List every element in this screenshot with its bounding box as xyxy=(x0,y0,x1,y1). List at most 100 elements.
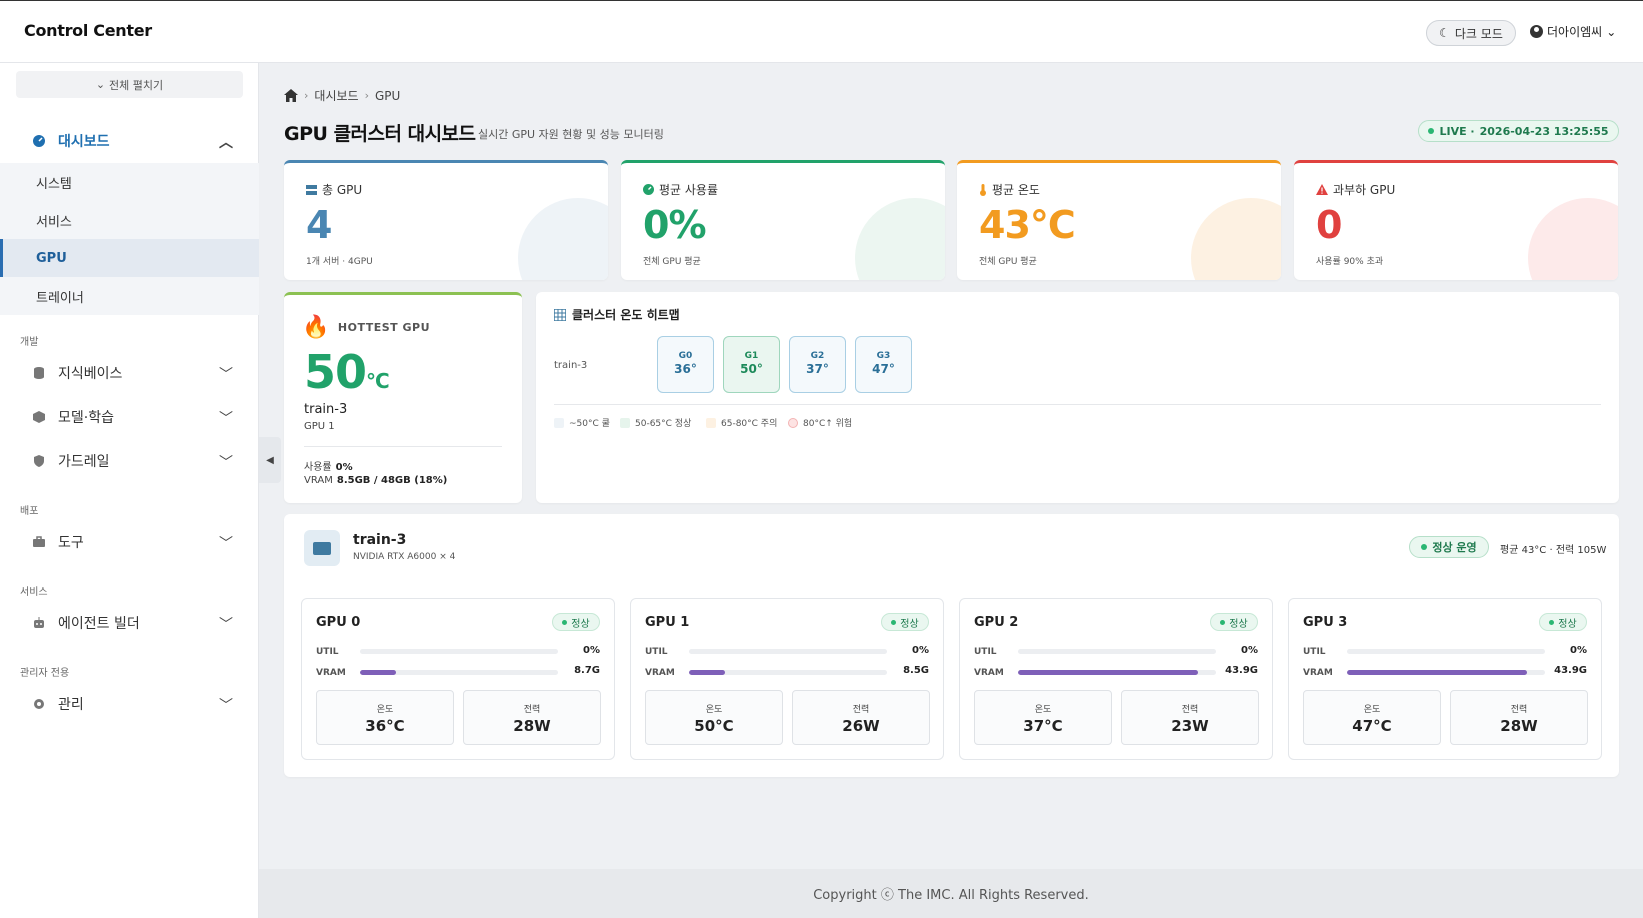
temp-box: 온도 47°C xyxy=(1303,690,1441,745)
power-value: 26W xyxy=(842,717,880,735)
vram-bar-fill xyxy=(689,670,725,675)
user-name: 더아이엠씨 xyxy=(1547,25,1603,39)
vram-bar xyxy=(1018,670,1216,675)
decor-circle xyxy=(518,198,608,280)
util-label: UTIL xyxy=(645,647,668,657)
sidebar-item-trainer[interactable]: 트레이너 xyxy=(36,290,84,306)
shield-icon xyxy=(34,455,44,467)
gpu-card[interactable]: GPU 2 정상 UTIL 0% VRAM 43.9G 온도 37°C 전력 23W xyxy=(959,598,1273,760)
gpu-name: GPU 2 xyxy=(974,615,1019,630)
heatmap-title: 클러스터 온도 히트맵 xyxy=(554,306,680,323)
breadcrumb: › 대시보드 › GPU xyxy=(284,87,400,104)
sidebar-group-agent-builder[interactable]: 에이전트 빌더 ﹀ xyxy=(0,601,259,645)
util-bar xyxy=(360,649,558,654)
gpu-status-badge: 정상 xyxy=(1539,613,1587,631)
vram-value: 8.5G xyxy=(903,665,929,676)
top-bar: Control Center ☾ 다크 모드 더아이엠씨 ⌄ xyxy=(0,0,1643,63)
hottest-temp-unit: °C xyxy=(366,369,390,393)
app-title[interactable]: Control Center xyxy=(24,21,152,40)
gpu-status-text: 정상 xyxy=(1558,618,1577,630)
host-status-badge: 정상 운영 xyxy=(1409,536,1489,558)
stat-label-text: 평균 사용률 xyxy=(659,183,719,197)
sidebar-group-dashboard[interactable]: 대시보드 ︿ xyxy=(0,119,259,163)
legend-item: 80°C↑ 위험 xyxy=(788,416,852,429)
legend-item: 65-80°C 주의 xyxy=(706,416,777,429)
chevron-down-icon: ⌄ xyxy=(1606,24,1617,39)
vram-label: VRAM xyxy=(645,668,675,678)
util-label: 사용률 xyxy=(304,462,332,473)
server-icon xyxy=(306,184,317,195)
heatmap-cell[interactable]: G3 47° xyxy=(855,336,912,393)
chevron-down-icon: ﹀ xyxy=(219,367,233,383)
vram-bar-fill xyxy=(360,670,396,675)
sidebar-item-system[interactable]: 시스템 xyxy=(36,176,72,192)
expand-all-label: 전체 펼치기 xyxy=(109,78,164,92)
chevron-up-icon: ︿ xyxy=(219,135,233,151)
cell-label: G2 xyxy=(810,351,825,361)
temp-value: 47°C xyxy=(1352,717,1392,735)
vram-value: 8.7G xyxy=(574,665,600,676)
expand-all-button[interactable]: ⌄ 전체 펼치기 xyxy=(16,71,243,98)
legend-item: ~50°C 쿨 xyxy=(554,416,610,429)
hottest-title-text: HOTTEST GPU xyxy=(337,321,431,334)
stat-card-overload: 과부하 GPU 0 사용률 90% 초과 xyxy=(1294,160,1618,280)
cell-label: G1 xyxy=(744,351,759,361)
power-box: 전력 26W xyxy=(792,690,930,745)
robot-icon xyxy=(34,617,44,628)
util-label: UTIL xyxy=(1303,647,1326,657)
stat-value: 43°C xyxy=(979,203,1076,247)
gauge-icon xyxy=(643,184,654,195)
temp-label: 온도 xyxy=(376,705,394,715)
sidebar-collapse-button[interactable]: ◀ xyxy=(259,437,281,483)
breadcrumb-separator-icon: › xyxy=(304,89,309,102)
temp-label: 온도 xyxy=(705,705,723,715)
decor-circle xyxy=(1191,198,1281,280)
breadcrumb-dashboard[interactable]: 대시보드 xyxy=(314,89,359,103)
util-label: UTIL xyxy=(974,647,997,657)
gpu-status-badge: 정상 xyxy=(1210,613,1258,631)
util-value: 0% xyxy=(1570,645,1587,656)
sidebar-item-service[interactable]: 서비스 xyxy=(36,214,72,230)
user-menu[interactable]: 더아이엠씨 ⌄ xyxy=(1530,23,1616,40)
stat-sub: 1개 서버 · 4GPU xyxy=(306,257,373,267)
stat-label-text: 평균 온도 xyxy=(992,183,1040,197)
util-label: UTIL xyxy=(316,647,339,657)
sidebar-group-label: 지식베이스 xyxy=(58,366,123,382)
sidebar-group-tools[interactable]: 도구 ﹀ xyxy=(0,520,259,564)
heatmap-cell[interactable]: G2 37° xyxy=(789,336,846,393)
stat-value: 0% xyxy=(643,203,707,247)
dark-mode-button[interactable]: ☾ 다크 모드 xyxy=(1426,20,1516,46)
stat-card-avg-util: 평균 사용률 0% 전체 GPU 평균 xyxy=(621,160,945,280)
gpu-status-text: 정상 xyxy=(571,618,590,630)
sidebar-group-knowledge-base[interactable]: 지식베이스 ﹀ xyxy=(0,351,259,395)
sidebar-group-label: 가드레일 xyxy=(58,454,110,470)
sidebar: ⌄ 전체 펼치기 대시보드 ︿ 시스템 서비스 GPU 트레이너 개발 지식베이… xyxy=(0,63,259,918)
sidebar-group-model-training[interactable]: 모델·학습 ﹀ xyxy=(0,395,259,439)
sidebar-group-admin[interactable]: 관리 ﹀ xyxy=(0,682,259,726)
chevron-down-icon: ﹀ xyxy=(219,698,233,714)
temp-value: 37°C xyxy=(1023,717,1063,735)
hottest-host: train-3 xyxy=(304,402,348,417)
legend-label: 80°C↑ 위험 xyxy=(803,419,853,429)
power-value: 28W xyxy=(1500,717,1538,735)
temp-box: 온도 50°C xyxy=(645,690,783,745)
gpu-card[interactable]: GPU 3 정상 UTIL 0% VRAM 43.9G 온도 47°C 전력 28W xyxy=(1288,598,1602,760)
gpu-status-text: 정상 xyxy=(1229,618,1248,630)
temp-label: 온도 xyxy=(1034,705,1052,715)
power-box: 전력 28W xyxy=(1450,690,1588,745)
heatmap-cell[interactable]: G1 50° xyxy=(723,336,780,393)
stat-label-text: 과부하 GPU xyxy=(1333,183,1396,197)
status-dot-icon xyxy=(562,619,568,625)
home-icon[interactable] xyxy=(284,89,298,102)
gpu-card[interactable]: GPU 1 정상 UTIL 0% VRAM 8.5G 온도 50°C 전력 26W xyxy=(630,598,944,760)
stat-value: 0 xyxy=(1316,203,1342,247)
sidebar-group-label: 대시보드 xyxy=(58,134,110,150)
sidebar-item-gpu[interactable]: GPU xyxy=(0,239,259,277)
footer: Copyright ⓒ The IMC. All Rights Reserved… xyxy=(259,869,1643,918)
vram-label: VRAM xyxy=(304,475,333,486)
heatmap-title-text: 클러스터 온도 히트맵 xyxy=(572,308,680,322)
heatmap-cell[interactable]: G0 36° xyxy=(657,336,714,393)
gpu-card[interactable]: GPU 0 정상 UTIL 0% VRAM 8.7G 온도 36°C 전력 28W xyxy=(301,598,615,760)
vram-value: 8.5GB / 48GB (18%) xyxy=(336,475,448,486)
sidebar-group-guardrail[interactable]: 가드레일 ﹀ xyxy=(0,439,259,483)
